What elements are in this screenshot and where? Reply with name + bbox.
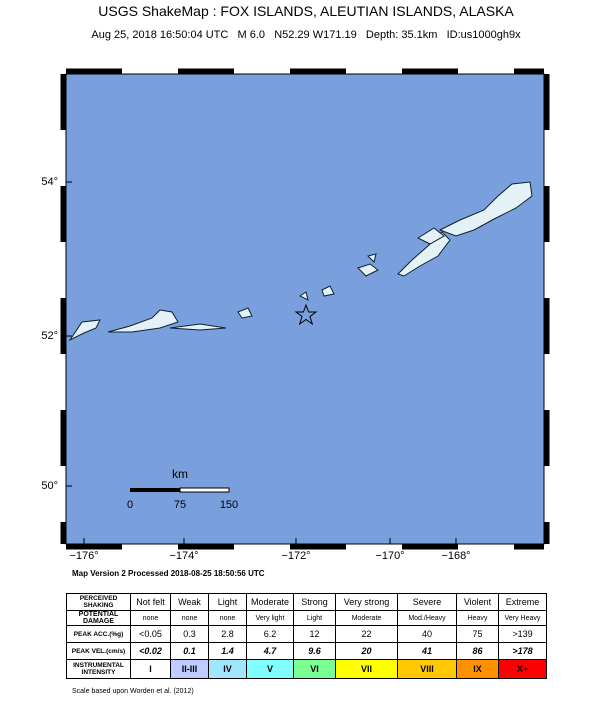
scale-bar xyxy=(130,488,180,492)
legend-cell: 0.1 xyxy=(170,642,209,660)
row-label: PERCEIVED SHAKING xyxy=(66,593,131,611)
legend-cell: <0.02 xyxy=(130,642,171,660)
legend-cell: II-III xyxy=(170,659,209,679)
legend-cell: Not felt xyxy=(130,593,171,611)
lat-label: 54° xyxy=(41,176,58,188)
map-frame xyxy=(65,73,545,545)
legend-cell: Severe xyxy=(397,593,457,611)
legend-cell: >178 xyxy=(498,642,547,660)
legend-cell: <0.05 xyxy=(130,625,171,643)
legend-cell: I xyxy=(130,659,171,679)
scale-label: 150 xyxy=(220,499,238,511)
legend-cell: Light xyxy=(208,593,247,611)
subtitle: Aug 25, 2018 16:50:04 UTC M 6.0 N52.29 W… xyxy=(91,29,521,41)
lat-label: 50° xyxy=(41,480,58,492)
scale-label: 0 xyxy=(127,499,133,511)
legend-cell: Very light xyxy=(246,610,294,626)
scale-bar xyxy=(179,487,230,493)
scale-unit: km xyxy=(172,467,188,481)
legend-row: PERCEIVED SHAKING Not felt Weak Light Modera… xyxy=(66,593,547,611)
legend-cell: Weak xyxy=(170,593,209,611)
legend-cell: 12 xyxy=(293,625,336,643)
scale-label: 75 xyxy=(174,499,186,511)
frame-border xyxy=(60,68,550,550)
legend-cell: 9.6 xyxy=(293,642,336,660)
legend-cell: 86 xyxy=(456,642,499,660)
legend-cell: Very strong xyxy=(335,593,398,611)
title: USGS ShakeMap : FOX ISLANDS, ALEUTIAN IS… xyxy=(98,3,514,19)
legend-cell: 75 xyxy=(456,625,499,643)
lon-label: −176° xyxy=(69,550,98,562)
epicenter xyxy=(294,303,318,326)
row-label: POTENTIAL DAMAGE xyxy=(66,610,131,626)
legend-cell: VIII xyxy=(397,659,457,679)
legend-cell: 41 xyxy=(397,642,457,660)
islands xyxy=(68,181,533,342)
legend-cell: IV xyxy=(208,659,247,679)
intensity-legend: PERCEIVED SHAKING Not felt Weak Light Modera… xyxy=(66,593,547,679)
lat-label: 52° xyxy=(41,330,58,342)
legend-cell: IX xyxy=(456,659,499,679)
legend-cell: 2.8 xyxy=(208,625,247,643)
legend-cell: V xyxy=(246,659,294,679)
legend-cell: Moderate xyxy=(335,610,398,626)
legend-cell: Strong xyxy=(293,593,336,611)
footnote: Scale based upon Worden et al. (2012) xyxy=(72,688,194,695)
processed: Map Version 2 Processed 2018-08-25 18:50… xyxy=(72,569,265,578)
legend-cell: VI xyxy=(293,659,336,679)
legend-cell: VII xyxy=(335,659,398,679)
legend-cell: >139 xyxy=(498,625,547,643)
legend-cell: none xyxy=(130,610,171,626)
legend-cell: 4.7 xyxy=(246,642,294,660)
legend-cell: Very Heavy xyxy=(498,610,547,626)
lon-label: −168° xyxy=(441,550,470,562)
legend-row: PEAK ACC.(%g) <0.05 0.3 2.8 6.2 12 22 40 75 >139 xyxy=(66,625,547,643)
axis-labels: 54° 52° 50° −176° −174° −172° −170° −168° xyxy=(41,176,470,562)
legend-cell: Violent xyxy=(456,593,499,611)
legend-row: PEAK VEL.(cm/s) <0.02 0.1 1.4 4.7 9.6 20 41 86 >1… xyxy=(66,642,547,660)
legend-cell: Mod./Heavy xyxy=(397,610,457,626)
legend-cell: Heavy xyxy=(456,610,499,626)
row-label: INSTRUMENTAL INTENSITY xyxy=(66,659,131,679)
legend-row: POTENTIAL DAMAGE none none none Very light Li… xyxy=(66,610,547,626)
legend-cell: 6.2 xyxy=(246,625,294,643)
legend-cell: 40 xyxy=(397,625,457,643)
legend-cell: 0.3 xyxy=(170,625,209,643)
row-label: PEAK ACC.(%g) xyxy=(66,625,131,643)
legend-cell: Extreme xyxy=(498,593,547,611)
lon-label: −170° xyxy=(375,550,404,562)
scale-labels: 0 75 150 xyxy=(127,499,238,511)
legend-cell: 22 xyxy=(335,625,398,643)
legend-cell: Moderate xyxy=(246,593,294,611)
legend-cell: none xyxy=(170,610,209,626)
legend-cell: none xyxy=(208,610,247,626)
lon-label: −172° xyxy=(281,550,310,562)
legend-cell: X+ xyxy=(498,659,547,679)
legend-cell: 20 xyxy=(335,642,398,660)
row-label: PEAK VEL.(cm/s) xyxy=(66,642,131,660)
legend-cell: 1.4 xyxy=(208,642,247,660)
legend-cell: Light xyxy=(293,610,336,626)
legend-row: INSTRUMENTAL INTENSITY I II-III IV V VI VII VII… xyxy=(66,659,547,679)
lon-label: −174° xyxy=(169,550,198,562)
